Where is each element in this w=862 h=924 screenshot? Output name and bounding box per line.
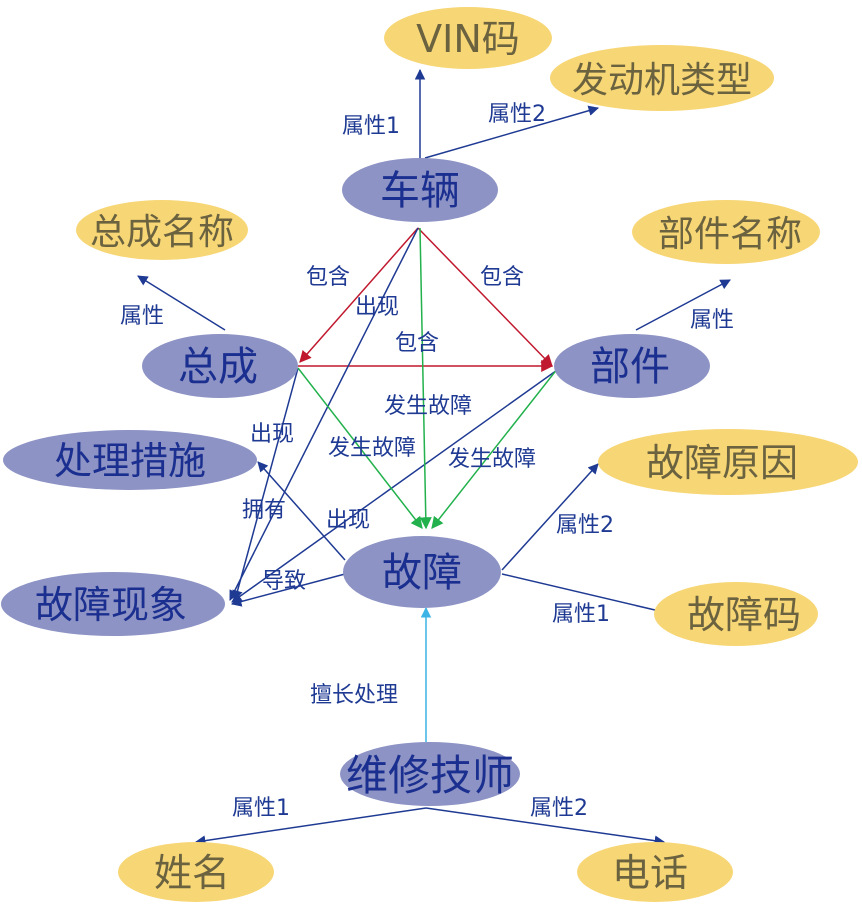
edge-fault-code	[501, 573, 674, 617]
edge-label-assembly-fault: 发生故障	[328, 436, 416, 461]
edge-label-tech-name: 属性1	[232, 796, 290, 821]
edge-label-vehicle-assembly: 包含	[306, 265, 350, 290]
edge-label-fault-cause: 属性2	[556, 513, 614, 538]
entity-measure-label: 处理措施	[54, 439, 206, 483]
edge-label-vehicle-phenomenon: 出现	[355, 295, 399, 320]
edge-assembly-name	[137, 275, 226, 331]
entity-node-assembly: 总成	[142, 334, 298, 398]
edge-vehicle-phenomenon	[229, 227, 419, 601]
edge-label-vehicle-engine: 属性2	[488, 102, 546, 127]
attribute-fault-code-label: 故障码	[687, 593, 801, 637]
entity-node-phenomenon: 故障现象	[1, 572, 225, 636]
entity-fault-label: 故障	[382, 550, 462, 596]
entity-node-part: 部件	[554, 334, 710, 398]
entity-node-fault: 故障	[343, 536, 501, 608]
attribute-node-phone: 电话	[577, 842, 733, 902]
attribute-node-fault-code: 故障码	[654, 582, 818, 646]
edge-vehicle-assembly	[299, 227, 419, 363]
edge-label-vehicle-vin: 属性1	[342, 114, 400, 139]
entity-node-vehicle: 车辆	[342, 158, 498, 222]
attribute-phone-label: 电话	[612, 851, 688, 895]
attribute-node-engine-type: 发动机类型	[550, 45, 774, 111]
edge-part-phenomenon	[231, 367, 561, 603]
edge-label-tech-phone: 属性2	[530, 796, 588, 821]
entity-technician-label: 维修技师	[346, 751, 514, 800]
edge-tech-phone	[425, 807, 666, 846]
edge-assembly-phenomenon	[232, 367, 299, 602]
attribute-node-name: 姓名	[118, 842, 274, 902]
entity-vehicle-label: 车辆	[380, 168, 460, 214]
edge-vehicle-fault	[419, 227, 432, 530]
attribute-node-assembly-name: 总成名称	[76, 200, 248, 260]
edge-label-fault-phenomenon-cause: 导致	[262, 569, 306, 594]
edge-assembly-fault	[297, 367, 423, 529]
edge-label-assembly-phenomenon: 出现	[250, 422, 294, 447]
attribute-assembly-name-label: 总成名称	[90, 212, 234, 253]
attribute-vin-label: VIN码	[416, 17, 520, 61]
edge-label-part-name: 属性	[690, 308, 734, 333]
attribute-node-fault-cause: 故障原因	[598, 429, 858, 495]
edge-label-part-fault-2: 发生故障	[448, 447, 536, 472]
edge-label-vehicle-part: 包含	[480, 265, 524, 290]
attribute-engine-type-label: 发动机类型	[572, 60, 752, 101]
attribute-node-part-name: 部件名称	[632, 200, 820, 264]
attribute-node-vin: VIN码	[384, 7, 552, 69]
attribute-part-name-label: 部件名称	[658, 214, 802, 255]
edge-fault-cause	[501, 463, 599, 571]
edge-fault-phenomenon	[230, 573, 346, 607]
entity-phenomenon-label: 故障现象	[35, 583, 187, 627]
edge-part-name	[635, 279, 731, 331]
edge-phenomenon-measure	[257, 461, 346, 561]
edge-tech-name	[194, 807, 427, 846]
edge-part-fault	[431, 367, 559, 529]
edge-vehicle-engine-type	[424, 105, 600, 159]
edge-label-fault-code: 属性1	[552, 602, 610, 627]
edge-vehicle-part	[417, 227, 553, 367]
edge-label-part-fault: 发生故障	[384, 394, 472, 419]
edge-label-assembly-part: 包含	[395, 331, 439, 356]
edge-label-assembly-name: 属性	[120, 304, 164, 329]
entity-part-label: 部件	[590, 344, 670, 390]
entity-node-technician: 维修技师	[340, 742, 520, 806]
entity-node-measure: 处理措施	[3, 430, 257, 490]
edge-label-measure-phenomenon: 拥有	[242, 498, 286, 523]
attribute-name-label: 姓名	[154, 851, 230, 895]
edge-label-fault-phenomenon-appear: 出现	[326, 508, 370, 533]
attribute-fault-cause-label: 故障原因	[646, 441, 798, 485]
edge-label-tech-fault: 擅长处理	[310, 683, 398, 708]
entity-assembly-label: 总成	[178, 344, 258, 390]
